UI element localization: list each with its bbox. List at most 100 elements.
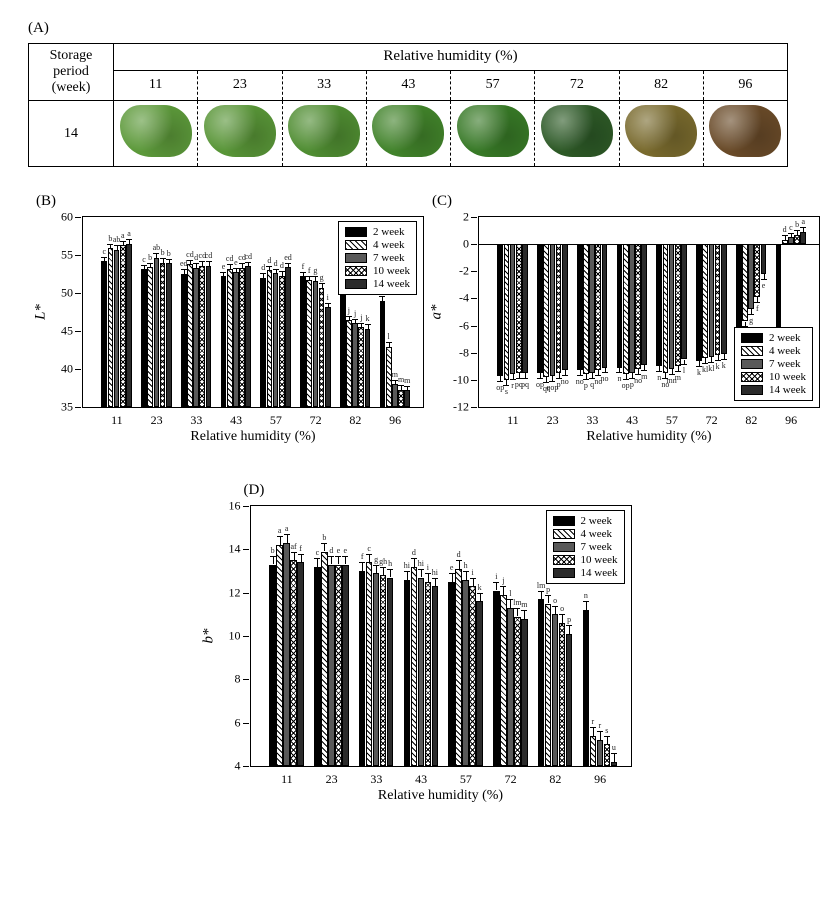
sig-label: d: [457, 550, 461, 559]
bar: [583, 610, 589, 766]
bar: [154, 258, 160, 407]
xtick-label: 11: [507, 413, 519, 428]
sig-label: m: [404, 376, 410, 385]
bar: [537, 244, 543, 373]
bar: [319, 288, 325, 407]
sig-label: e: [234, 258, 238, 267]
ytick-label: 60: [61, 210, 83, 225]
legend-label: 4 week: [769, 345, 800, 357]
error-cap: [101, 257, 107, 258]
panelA-hum-33: 33: [282, 70, 366, 100]
bar: [392, 384, 398, 407]
sig-label: d: [329, 546, 333, 555]
bar: [455, 569, 461, 766]
bar: [696, 244, 702, 361]
sig-label: a: [121, 231, 125, 240]
panelA-sample-57: [451, 101, 535, 167]
panelB-col: (B) 354045505560L*11cbabaa23cbabbb33edcd…: [28, 189, 424, 450]
bar: [507, 608, 513, 766]
error-bar: [555, 606, 556, 615]
bar: [559, 623, 565, 766]
sig-label: g: [749, 316, 753, 325]
ytick-label: 14: [229, 542, 251, 557]
sig-label: d: [261, 263, 265, 272]
error-cap: [386, 342, 392, 343]
error-cap: [187, 260, 193, 261]
legend-row: 4 week: [741, 345, 806, 357]
sig-label: h: [388, 559, 392, 568]
error-bar: [362, 562, 363, 571]
panelA-hum-96: 96: [703, 70, 787, 100]
xtick-label: 96: [594, 772, 606, 787]
xtick-label: 96: [389, 413, 401, 428]
error-cap: [549, 381, 555, 382]
bar: [800, 232, 806, 244]
error-cap: [641, 370, 647, 371]
error-bar: [338, 556, 339, 565]
ytick-label: -8: [459, 345, 479, 360]
error-cap: [493, 582, 499, 583]
error-cap: [477, 593, 483, 594]
ytick-label: 2: [463, 210, 479, 225]
legend-row: 10 week: [553, 554, 618, 566]
error-bar: [390, 569, 391, 578]
error-cap: [800, 227, 806, 228]
sig-label: a: [127, 229, 131, 238]
legend-row: 2 week: [345, 226, 410, 238]
bar: [141, 269, 147, 407]
bar: [101, 261, 107, 407]
error-cap: [754, 302, 760, 303]
error-bar: [496, 582, 497, 591]
legend-swatch-icon: [741, 372, 763, 382]
error-bar: [524, 610, 525, 619]
bar: [562, 244, 568, 370]
bar: [788, 237, 794, 244]
bar: [160, 263, 166, 407]
error-cap: [432, 578, 438, 579]
error-cap: [552, 606, 558, 607]
bar: [359, 571, 365, 766]
error-cap: [604, 736, 610, 737]
error-cap: [245, 262, 251, 263]
panelA-hum-72: 72: [535, 70, 619, 100]
sig-label: hi: [404, 561, 410, 570]
legend-label: 7 week: [769, 358, 800, 370]
panelB-label: (B): [36, 193, 424, 210]
bar: [199, 266, 205, 407]
legend-label: 7 week: [581, 541, 612, 553]
sig-label: e: [450, 563, 454, 572]
legend-swatch-icon: [741, 346, 763, 356]
legend-row: 14 week: [553, 567, 618, 579]
bar: [404, 390, 410, 407]
error-cap: [611, 753, 617, 754]
ytick-label: 0: [463, 237, 479, 252]
bar: [269, 565, 275, 767]
zero-line: [478, 244, 820, 245]
panelA-hum-82: 82: [619, 70, 703, 100]
error-cap: [260, 273, 266, 274]
bar: [604, 744, 610, 766]
bar: [227, 269, 233, 407]
bar: [754, 244, 760, 297]
error-cap: [497, 381, 503, 382]
bar: [380, 575, 386, 766]
error-cap: [359, 562, 365, 563]
xtick-label: 72: [505, 772, 517, 787]
leaf-sample-icon: [541, 105, 613, 157]
panelA-data-row: 14: [29, 101, 788, 167]
sig-label: i: [495, 572, 497, 581]
bar: [776, 244, 782, 334]
bar: [290, 560, 296, 766]
error-bar: [517, 608, 518, 617]
sig-label: no: [561, 377, 569, 386]
xtick-label: 82: [349, 413, 361, 428]
error-cap: [398, 385, 404, 386]
bar: [669, 244, 675, 369]
sig-label: o: [553, 596, 557, 605]
sig-label: d: [280, 261, 284, 270]
bar: [366, 562, 372, 766]
panelA-label: (A): [28, 20, 807, 37]
sig-label: a: [801, 217, 805, 226]
error-cap: [788, 233, 794, 234]
legend-swatch-icon: [345, 227, 367, 237]
